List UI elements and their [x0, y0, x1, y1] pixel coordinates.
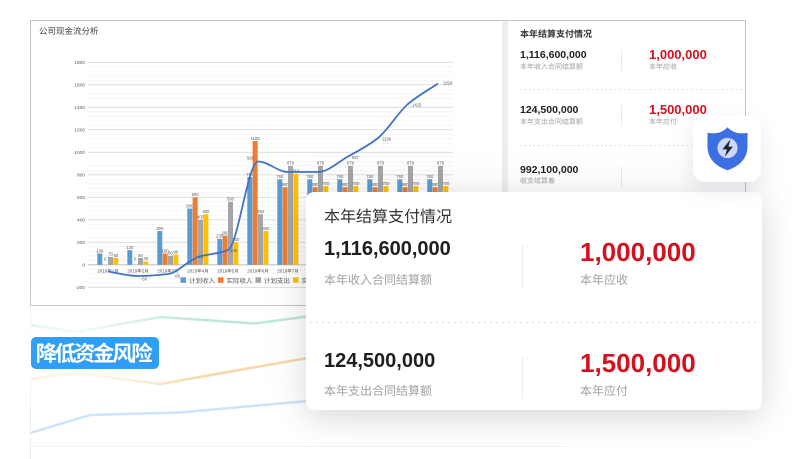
- svg-text:800: 800: [77, 173, 85, 179]
- svg-text:700: 700: [382, 181, 390, 186]
- svg-text:300: 300: [262, 226, 270, 231]
- svg-text:-200: -200: [75, 285, 85, 291]
- svg-text:1800: 1800: [74, 60, 85, 66]
- svg-text:450: 450: [202, 209, 210, 214]
- svg-text:2019年2月: 2019年2月: [127, 268, 149, 274]
- svg-text:2019年5月: 2019年5月: [217, 268, 239, 274]
- svg-text:400: 400: [77, 218, 85, 224]
- svg-text:760: 760: [426, 174, 434, 179]
- svg-text:-50: -50: [141, 277, 148, 282]
- svg-text:400: 400: [197, 215, 205, 220]
- svg-text:700: 700: [352, 181, 360, 186]
- svg-text:760: 760: [276, 174, 284, 179]
- svg-text:879: 879: [407, 161, 415, 166]
- svg-text:60: 60: [138, 253, 143, 258]
- svg-text:130: 130: [126, 245, 134, 250]
- svg-text:70: 70: [199, 255, 204, 260]
- svg-text:879: 879: [437, 161, 445, 166]
- svg-text:760: 760: [366, 174, 374, 179]
- svg-text:230: 230: [216, 234, 224, 239]
- svg-text:0: 0: [134, 256, 137, 261]
- svg-text:80: 80: [168, 251, 173, 256]
- svg-text:450: 450: [257, 209, 265, 214]
- svg-text:500: 500: [186, 203, 194, 208]
- svg-text:300: 300: [156, 226, 164, 231]
- svg-text:2019年3月: 2019年3月: [157, 268, 179, 274]
- svg-text:1824: 1824: [443, 81, 453, 86]
- svg-text:1100: 1100: [251, 136, 261, 141]
- svg-text:690: 690: [432, 182, 440, 187]
- svg-text:实际收入: 实际收入: [227, 275, 254, 285]
- svg-text:计划支出: 计划支出: [264, 275, 290, 285]
- svg-text:100: 100: [96, 248, 104, 253]
- svg-text:90: 90: [174, 249, 179, 254]
- svg-text:30: 30: [144, 256, 149, 261]
- svg-text:200: 200: [232, 237, 240, 242]
- svg-text:260: 260: [222, 230, 230, 235]
- svg-text:879: 879: [287, 161, 295, 166]
- svg-text:600: 600: [77, 195, 85, 201]
- svg-text:700: 700: [322, 181, 330, 186]
- svg-text:700: 700: [442, 181, 450, 186]
- svg-text:879: 879: [317, 161, 325, 166]
- svg-text:1425: 1425: [412, 103, 422, 108]
- svg-text:0: 0: [82, 263, 85, 269]
- svg-text:810: 810: [292, 168, 300, 173]
- svg-text:70: 70: [108, 252, 113, 257]
- svg-text:690: 690: [342, 182, 350, 187]
- svg-text:700: 700: [412, 181, 420, 186]
- svg-text:879: 879: [347, 161, 355, 166]
- svg-text:100: 100: [162, 248, 170, 253]
- svg-text:1126: 1126: [382, 137, 392, 142]
- svg-text:560: 560: [227, 197, 235, 202]
- svg-text:1400: 1400: [74, 105, 85, 111]
- svg-text:60: 60: [114, 253, 119, 258]
- svg-text:600: 600: [192, 192, 200, 197]
- svg-text:690: 690: [402, 182, 410, 187]
- svg-text:927: 927: [352, 155, 360, 160]
- svg-text:1200: 1200: [74, 128, 85, 134]
- svg-text:1000: 1000: [74, 150, 85, 156]
- svg-text:2019年4月: 2019年4月: [187, 268, 209, 274]
- svg-text:2019年6月: 2019年6月: [247, 268, 269, 274]
- svg-text:760: 760: [306, 174, 314, 179]
- svg-text:690: 690: [282, 182, 290, 187]
- svg-text:-80: -80: [174, 274, 181, 279]
- svg-text:1600: 1600: [74, 83, 85, 89]
- svg-text:130: 130: [230, 248, 238, 253]
- svg-text:200: 200: [77, 240, 85, 246]
- svg-text:879: 879: [377, 161, 385, 166]
- svg-text:690: 690: [372, 182, 380, 187]
- svg-text:计划收入: 计划收入: [189, 275, 216, 285]
- svg-text:690: 690: [312, 182, 320, 187]
- svg-text:0: 0: [104, 256, 107, 261]
- svg-text:2019年1月: 2019年1月: [97, 268, 119, 274]
- svg-text:760: 760: [336, 174, 344, 179]
- svg-text:760: 760: [396, 174, 404, 179]
- svg-text:920: 920: [247, 156, 255, 161]
- svg-text:2019年7月: 2019年7月: [277, 268, 299, 274]
